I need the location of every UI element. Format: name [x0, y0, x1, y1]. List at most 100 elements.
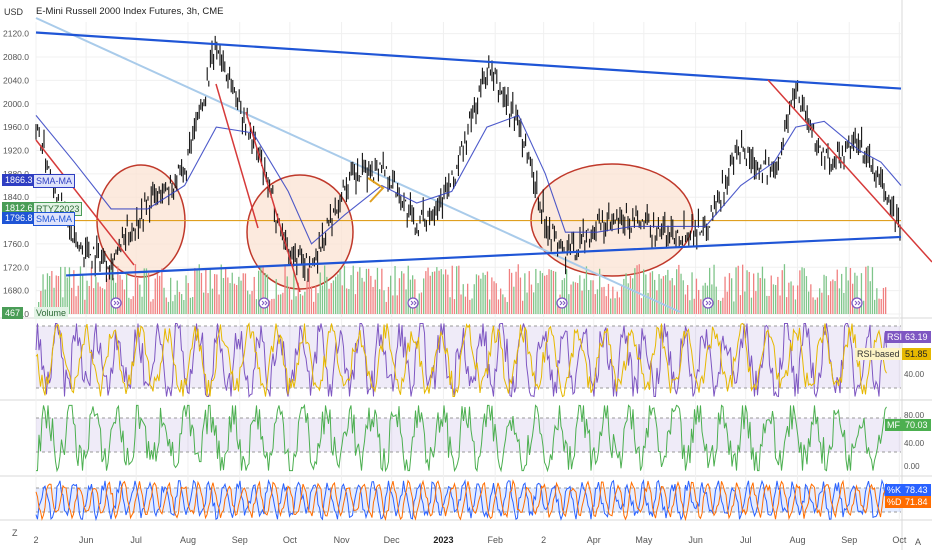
red-trendline — [767, 79, 932, 263]
volume-bar — [506, 301, 508, 314]
rsi-y-tick: 40.00 — [904, 370, 925, 379]
volume-bar — [172, 301, 174, 314]
volume-bar — [317, 293, 319, 314]
volume-bar — [284, 264, 286, 314]
volume-bar — [88, 285, 90, 314]
volume-bar — [392, 295, 394, 314]
x-tick-label: Jun — [688, 535, 703, 545]
y-tick-label: 1880.0 — [3, 169, 29, 179]
volume-bar — [46, 273, 49, 314]
volume-bar — [196, 268, 198, 314]
red-trendline — [35, 139, 135, 266]
volume-bar — [869, 281, 871, 314]
volume-bar — [691, 272, 693, 314]
volume-bar — [86, 280, 88, 314]
volume-bar — [244, 273, 247, 314]
x-tick-label: Jun — [79, 535, 94, 545]
volume-bar — [60, 266, 62, 314]
y-tick-label: 1920.0 — [3, 145, 29, 155]
volume-bar — [676, 269, 678, 314]
rsi-value-tag: 63.19 — [902, 331, 931, 343]
volume-bar — [343, 265, 346, 314]
volume-bar — [462, 284, 464, 314]
volume-bar — [335, 276, 337, 314]
volume-bar — [832, 279, 834, 314]
volume-bar — [93, 288, 95, 314]
volume-bar — [328, 288, 330, 314]
volume-bar — [79, 266, 82, 314]
volume-bar — [581, 290, 583, 314]
volume-bar — [728, 273, 731, 314]
volume-bar — [783, 264, 786, 314]
volume-bar — [772, 284, 775, 314]
volume-bar — [885, 287, 887, 314]
volume-bar — [123, 289, 126, 314]
volume-bar — [592, 280, 594, 314]
volume-bar — [447, 274, 449, 314]
volume-bar — [649, 272, 651, 314]
x-tick-label: Jul — [130, 535, 142, 545]
volume-bar — [379, 289, 381, 314]
volume-bar — [629, 275, 632, 314]
volume-bar — [794, 299, 797, 314]
volume-bar — [669, 280, 671, 314]
volume-bar — [209, 268, 211, 314]
volume-bar — [97, 282, 99, 314]
event-icon-glyph — [854, 300, 861, 306]
volume-bar — [185, 275, 187, 314]
volume-bar — [436, 267, 438, 314]
volume-bar — [515, 271, 517, 314]
volume-bar — [583, 278, 585, 314]
volume-bar — [339, 269, 341, 314]
volume-bar — [493, 281, 495, 314]
volume-bar — [816, 297, 819, 314]
volume-bar — [799, 270, 801, 314]
volume-bar — [412, 275, 414, 314]
event-icon-glyph — [705, 300, 712, 306]
volume-bar — [744, 291, 746, 314]
volume-bar — [491, 277, 493, 314]
instrument-title[interactable]: E-Mini Russell 2000 Index Futures, 3h, C… — [36, 6, 224, 17]
x-tick-label: Jul — [740, 535, 752, 545]
volume-bar — [242, 273, 244, 314]
volume-bar — [425, 271, 427, 314]
volume-bar — [361, 277, 363, 314]
volume-bar — [480, 278, 482, 314]
volume-bar — [680, 273, 682, 314]
volume-bar — [112, 277, 115, 314]
volume-bar — [766, 295, 768, 314]
volume-bar — [376, 267, 379, 314]
volume-bar — [845, 266, 847, 314]
volume-bar — [878, 298, 880, 314]
zoom-button[interactable]: Z — [12, 528, 18, 538]
volume-bar — [396, 295, 398, 314]
trendline-upper — [35, 31, 902, 90]
volume-bar — [599, 268, 601, 314]
volume-bar — [742, 264, 744, 314]
volume-bar — [603, 286, 605, 314]
rsi-ma-value-tag: 51.85 — [902, 348, 931, 360]
volume-bar — [238, 276, 240, 314]
volume-bar — [372, 286, 374, 314]
volume-bar — [275, 279, 277, 314]
volume-bar — [537, 283, 539, 314]
stoch-k-line — [35, 478, 887, 522]
volume-bar — [71, 287, 73, 314]
volume-bar — [627, 283, 629, 314]
volume-bar — [148, 273, 150, 314]
volume-bar — [255, 299, 258, 314]
volume-bar — [387, 286, 390, 314]
y-tick-label: 1960.0 — [3, 122, 29, 132]
volume-bar — [841, 273, 843, 314]
volume-bar — [810, 284, 812, 314]
auto-scale-button[interactable]: A — [915, 537, 922, 547]
mf-y-tick: 80.00 — [904, 411, 925, 420]
volume-bar — [75, 296, 77, 314]
volume-bar — [605, 296, 607, 314]
volume-bar — [682, 280, 684, 314]
volume-bar — [156, 273, 159, 314]
volume-bar — [557, 300, 559, 314]
volume-bar — [181, 294, 183, 314]
volume-bar — [249, 294, 251, 314]
